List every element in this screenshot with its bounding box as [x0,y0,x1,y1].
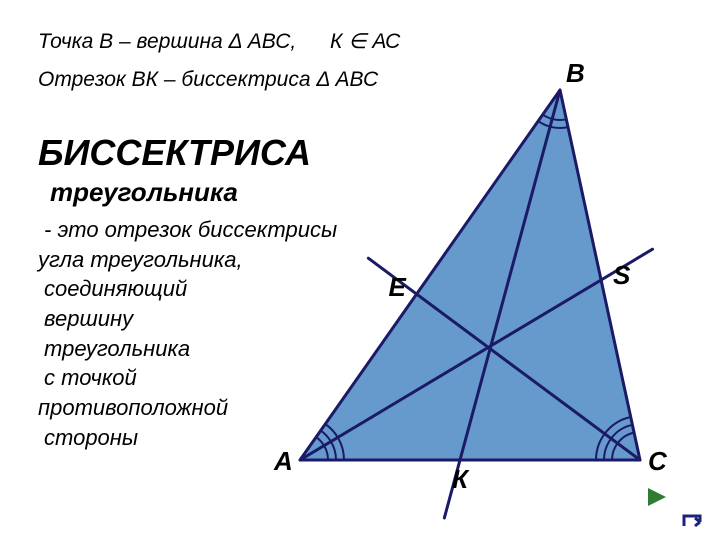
svg-text:S: S [613,260,631,290]
header-line2: Отрезок ВК – биссектриса Δ АВС [38,66,378,93]
play-button[interactable] [646,486,674,510]
def-l6: с точкой [44,363,337,393]
svg-text:В: В [566,58,585,88]
def-l5: треугольника [44,334,337,364]
svg-text:С: С [648,446,668,476]
title-main: БИССЕКТРИСА [38,130,311,177]
def-l7: противоположной [38,393,337,423]
def-l1: - это отрезок биссектрисы [44,215,337,245]
title-sub: треугольника [50,176,238,210]
def-l2: угла треугольника, [38,245,337,275]
back-button[interactable] [680,510,708,534]
svg-text:К: К [452,464,470,494]
header-line1-text: Точка В – вершина Δ АВС, [38,30,296,53]
def-l3: соединяющий [44,274,337,304]
def-l8: стороны [44,423,337,453]
kac-formula: К ∈ АС [330,28,400,55]
def-l4: вершину [44,304,337,334]
svg-text:Е: Е [389,272,407,302]
header-line1: Точка В – вершина Δ АВС, [38,28,296,55]
definition: - это отрезок биссектрисы угла треугольн… [44,215,337,453]
